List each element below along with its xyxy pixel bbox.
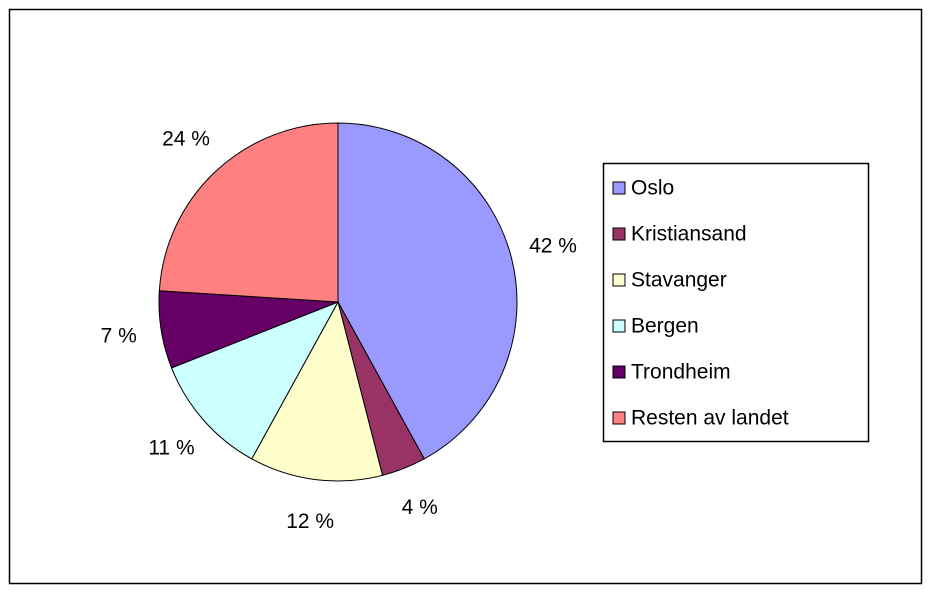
pie-slice [251, 300, 384, 482]
legend-label: Oslo [631, 177, 674, 200]
data-label: 4 % [402, 496, 438, 519]
data-label: 12 % [286, 510, 334, 533]
data-label: 7 % [101, 324, 137, 347]
legend-label: Resten av landet [631, 407, 789, 430]
legend-label: Stavanger [631, 269, 727, 292]
legend-box [602, 162, 870, 443]
legend-label: Trondheim [631, 361, 731, 384]
legend-swatch [612, 319, 626, 333]
legend-label: Kristiansand [631, 223, 747, 246]
legend-label: Bergen [631, 315, 699, 338]
pie-slice [170, 301, 340, 460]
pie-slice [337, 122, 518, 460]
legend-swatch [612, 227, 626, 241]
legend-swatch [612, 273, 626, 287]
data-label: 42 % [529, 234, 577, 257]
legend-swatch [612, 365, 626, 379]
legend-swatch [612, 411, 626, 425]
data-label: 11 % [148, 436, 194, 459]
pie-slice [158, 122, 339, 303]
data-label: 24 % [162, 128, 210, 151]
legend-swatch [612, 181, 626, 195]
